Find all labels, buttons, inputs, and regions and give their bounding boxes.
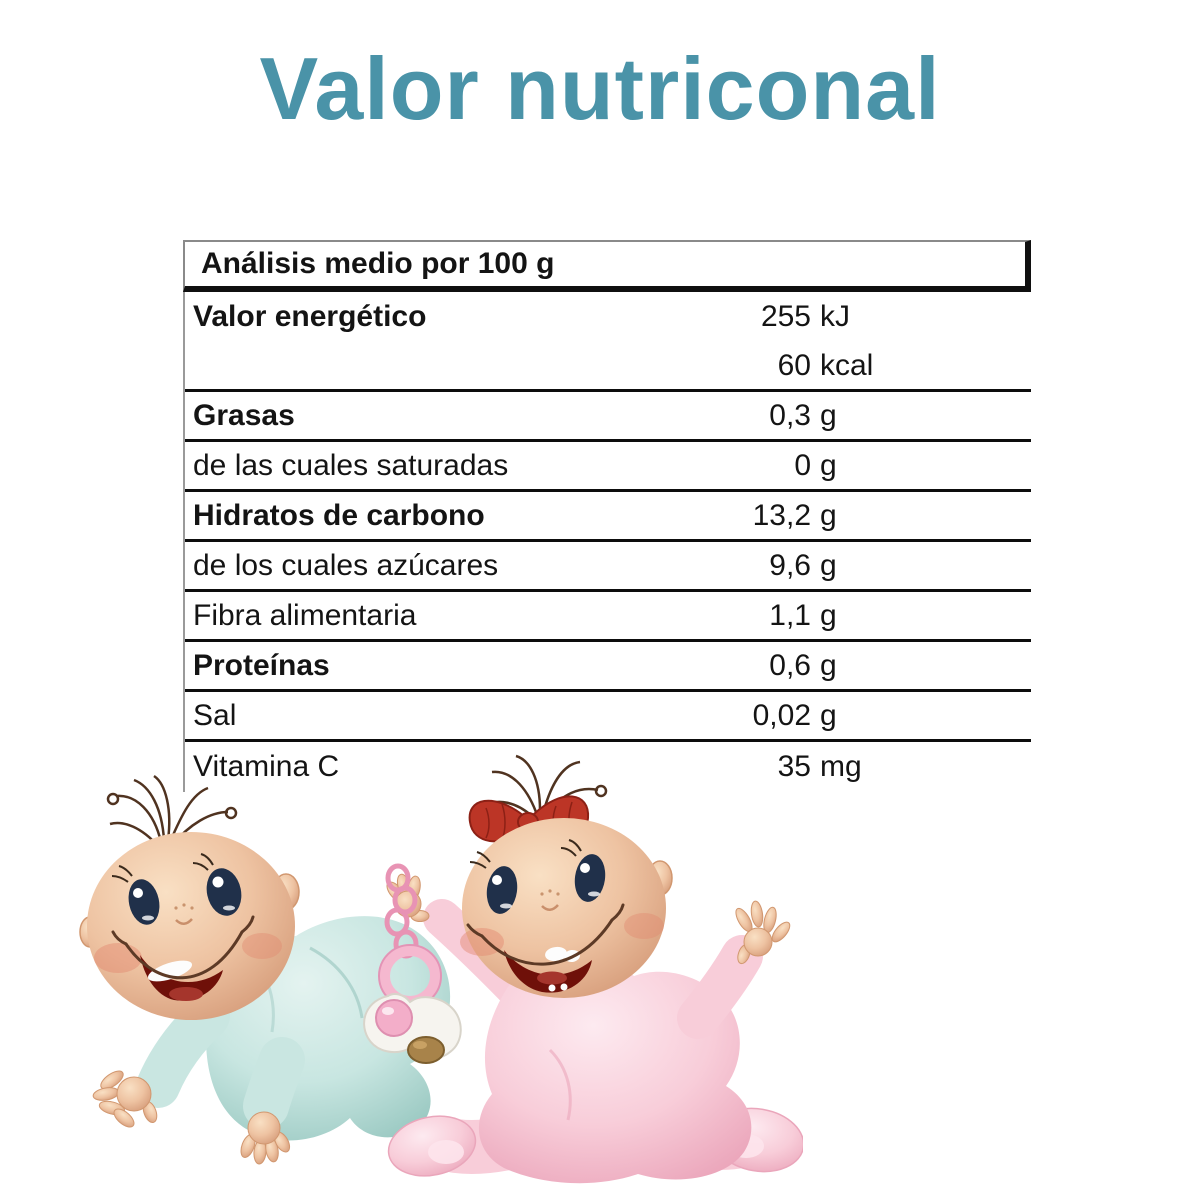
table-row: Grasas 0,3 g bbox=[185, 392, 1031, 442]
row-value: 0,02 bbox=[752, 698, 811, 732]
table-row: Sal 0,02 g bbox=[185, 692, 1031, 742]
page-title: Valor nutriconal bbox=[259, 39, 941, 138]
row-value: 35 bbox=[777, 750, 811, 783]
row-value: 60 bbox=[777, 348, 811, 382]
row-unit: g bbox=[820, 548, 837, 582]
row-value: 1,1 bbox=[769, 598, 811, 632]
row-unit: g bbox=[820, 448, 837, 482]
table-row: Fibra alimentaria 1,1 g bbox=[185, 592, 1031, 642]
table-row: Hidratos de carbono 13,2 g bbox=[185, 492, 1031, 542]
boy-left-hand bbox=[92, 1070, 158, 1128]
table-row: Vitamina C 35 mg bbox=[185, 742, 1031, 792]
table-row: Valor energético 255 kJ bbox=[185, 292, 1031, 342]
row-unit: kJ bbox=[820, 300, 850, 333]
row-unit: g bbox=[820, 698, 837, 732]
row-label: de los cuales azúcares bbox=[193, 548, 499, 582]
boy-right-hand bbox=[240, 1111, 291, 1165]
row-value: 0,6 bbox=[769, 648, 811, 682]
boy-mouth bbox=[111, 915, 255, 1001]
table-header: Análisis medio por 100 g bbox=[183, 240, 1031, 292]
nutrition-table: Análisis medio por 100 g Valor energétic… bbox=[183, 240, 1031, 792]
row-label: de las cuales saturadas bbox=[193, 448, 509, 482]
row-unit: g bbox=[820, 398, 837, 432]
row-unit: g bbox=[820, 498, 837, 532]
table-row: Proteínas 0,6 g bbox=[185, 642, 1031, 692]
row-value: 0,3 bbox=[769, 398, 811, 432]
row-label: Hidratos de carbono bbox=[193, 498, 485, 532]
girl-hair bbox=[475, 754, 608, 817]
girl-raised-hand bbox=[735, 900, 791, 965]
girl-mouth bbox=[466, 903, 625, 993]
babies-illustration bbox=[79, 754, 803, 1184]
row-value: 255 bbox=[760, 300, 811, 333]
table-row: 60 kcal bbox=[185, 342, 1031, 392]
row-unit: g bbox=[820, 598, 837, 632]
row-label: Grasas bbox=[193, 398, 295, 432]
baby-boy bbox=[79, 774, 451, 1165]
table-body: Valor energético 255 kJ 60 kcal Grasas 0… bbox=[183, 292, 1031, 792]
girl-eyes bbox=[469, 839, 606, 914]
table-row: de las cuales saturadas 0 g bbox=[185, 442, 1031, 492]
row-unit: kcal bbox=[820, 348, 874, 382]
row-value: 0 bbox=[794, 448, 811, 482]
row-label: Valor energético bbox=[193, 300, 427, 333]
row-unit: mg bbox=[820, 750, 862, 783]
row-unit: g bbox=[820, 648, 837, 682]
row-value: 9,6 bbox=[769, 548, 811, 582]
table-row: de los cuales azúcares 9,6 g bbox=[185, 542, 1031, 592]
row-value: 13,2 bbox=[752, 498, 811, 532]
baby-girl bbox=[386, 754, 803, 1184]
boy-eyes bbox=[111, 853, 242, 925]
row-label: Proteínas bbox=[193, 648, 330, 682]
boy-head bbox=[87, 832, 295, 1020]
row-label: Fibra alimentaria bbox=[193, 598, 417, 632]
row-label: Sal bbox=[193, 698, 237, 732]
boy-nose bbox=[174, 903, 194, 925]
pacifier bbox=[363, 863, 462, 1064]
row-label: Vitamina C bbox=[193, 750, 340, 783]
girl-nose bbox=[540, 889, 560, 911]
girl-head bbox=[462, 818, 666, 998]
